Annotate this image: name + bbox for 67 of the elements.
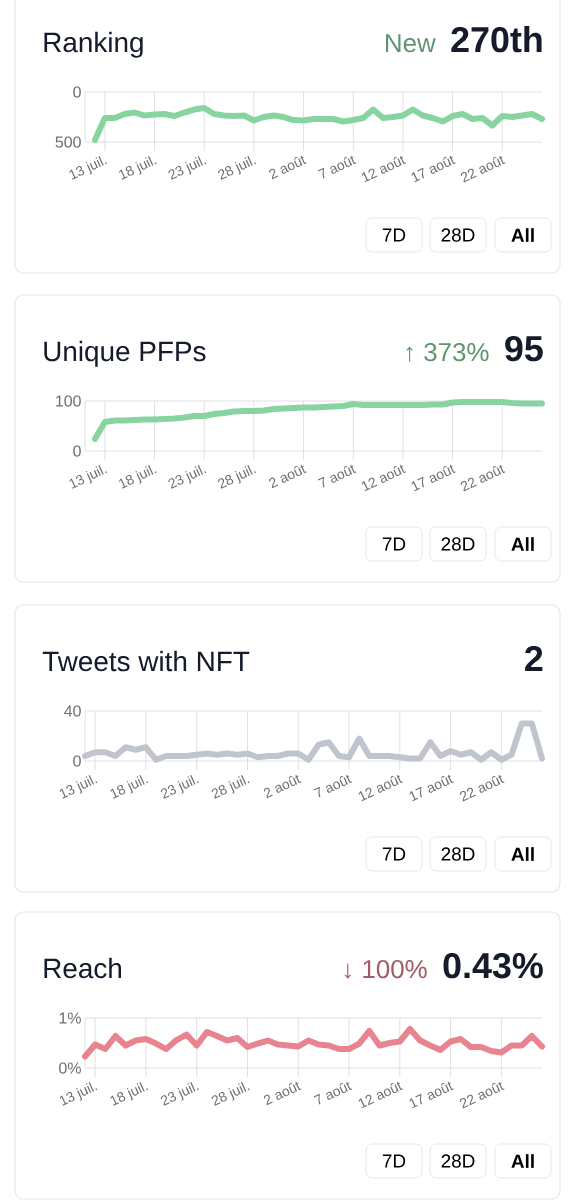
text: 270th: [451, 26, 542, 53]
text: 7D: [382, 847, 406, 861]
x-tick-label: 18 juil.: [110, 1081, 148, 1106]
x-tick-label: 2 août: [269, 155, 307, 180]
text: ↑ 373%: [406, 342, 489, 362]
x-tick-label: 22 août: [459, 1081, 505, 1109]
y-tick-label: 0: [73, 86, 81, 98]
text: 7D: [382, 537, 406, 551]
x-tick-label: 28 juil.: [211, 1081, 250, 1106]
x-tick-label: 13 juil.: [59, 774, 98, 799]
x-tick-label: 12 août: [358, 1081, 403, 1109]
x-tick-label: 12 août: [361, 464, 407, 492]
x-tick-label: 22 août: [460, 155, 506, 183]
x-tick-label: 23 juil.: [160, 1081, 199, 1106]
x-tick-label: 22 août: [460, 464, 506, 492]
text: 2: [525, 645, 543, 672]
x-tick-label: 2 août: [269, 464, 307, 489]
text: New: [386, 34, 436, 53]
y-tick-label: 100: [56, 395, 81, 407]
x-tick-label: 28 juil.: [218, 155, 256, 180]
x-tick-label: 17 août: [411, 155, 456, 183]
x-tick-label: 28 juil.: [211, 774, 250, 799]
text: ↓ 100%: [344, 959, 427, 979]
y-tick-label: 500: [55, 136, 81, 148]
y-tick-label: 40: [64, 705, 81, 717]
x-tick-label: 23 juil.: [168, 155, 207, 180]
x-tick-label: 28 juil.: [218, 464, 256, 489]
x-tick-label: 17 août: [409, 774, 454, 802]
x-tick-label: 13 juil.: [59, 1081, 98, 1106]
text: 28D: [441, 847, 475, 861]
x-tick-label: 13 juil.: [69, 464, 107, 489]
text: 7D: [382, 228, 406, 242]
x-tick-label: 2 août: [263, 774, 302, 799]
x-tick-label: 13 juil.: [69, 155, 107, 180]
x-tick-label: 23 juil.: [168, 464, 207, 489]
text: All: [511, 537, 534, 551]
text: 28D: [441, 537, 475, 551]
x-tick-label: 22 août: [459, 774, 505, 802]
x-tick-label: 12 août: [361, 155, 407, 183]
x-tick-label: 7 août: [317, 155, 357, 179]
x-tick-label: 2 août: [263, 1081, 302, 1106]
text: 28D: [441, 1154, 475, 1168]
y-tick-label: 0%: [59, 1062, 81, 1074]
chart-title: Ranking: [44, 31, 143, 58]
y-tick-label: 0: [73, 755, 81, 767]
x-tick-label: 17 août: [411, 464, 456, 492]
y-tick-label: 0: [73, 445, 81, 457]
x-tick-label: 7 août: [317, 464, 357, 488]
text: All: [511, 847, 534, 861]
text: 28D: [441, 228, 475, 242]
x-tick-label: 18 juil.: [110, 774, 148, 799]
x-tick-label: 23 juil.: [160, 774, 199, 799]
text: All: [511, 228, 534, 242]
x-tick-label: 18 juil.: [119, 464, 157, 489]
x-tick-label: 12 août: [358, 774, 403, 802]
text: 95: [505, 335, 543, 362]
y-tick-label: 1%: [59, 1012, 81, 1024]
x-tick-label: 7 août: [313, 1081, 353, 1105]
x-tick-label: 17 août: [409, 1081, 454, 1109]
x-tick-label: 18 juil.: [119, 155, 157, 180]
text: All: [511, 1154, 534, 1168]
chart-title: Tweets with NFT: [42, 650, 250, 672]
chart-title: Unique PFPs: [44, 340, 206, 367]
text: 0.43%: [443, 952, 543, 979]
chart-title: Reach: [44, 957, 122, 979]
text: 7D: [382, 1154, 406, 1168]
x-tick-label: 7 août: [313, 774, 353, 798]
